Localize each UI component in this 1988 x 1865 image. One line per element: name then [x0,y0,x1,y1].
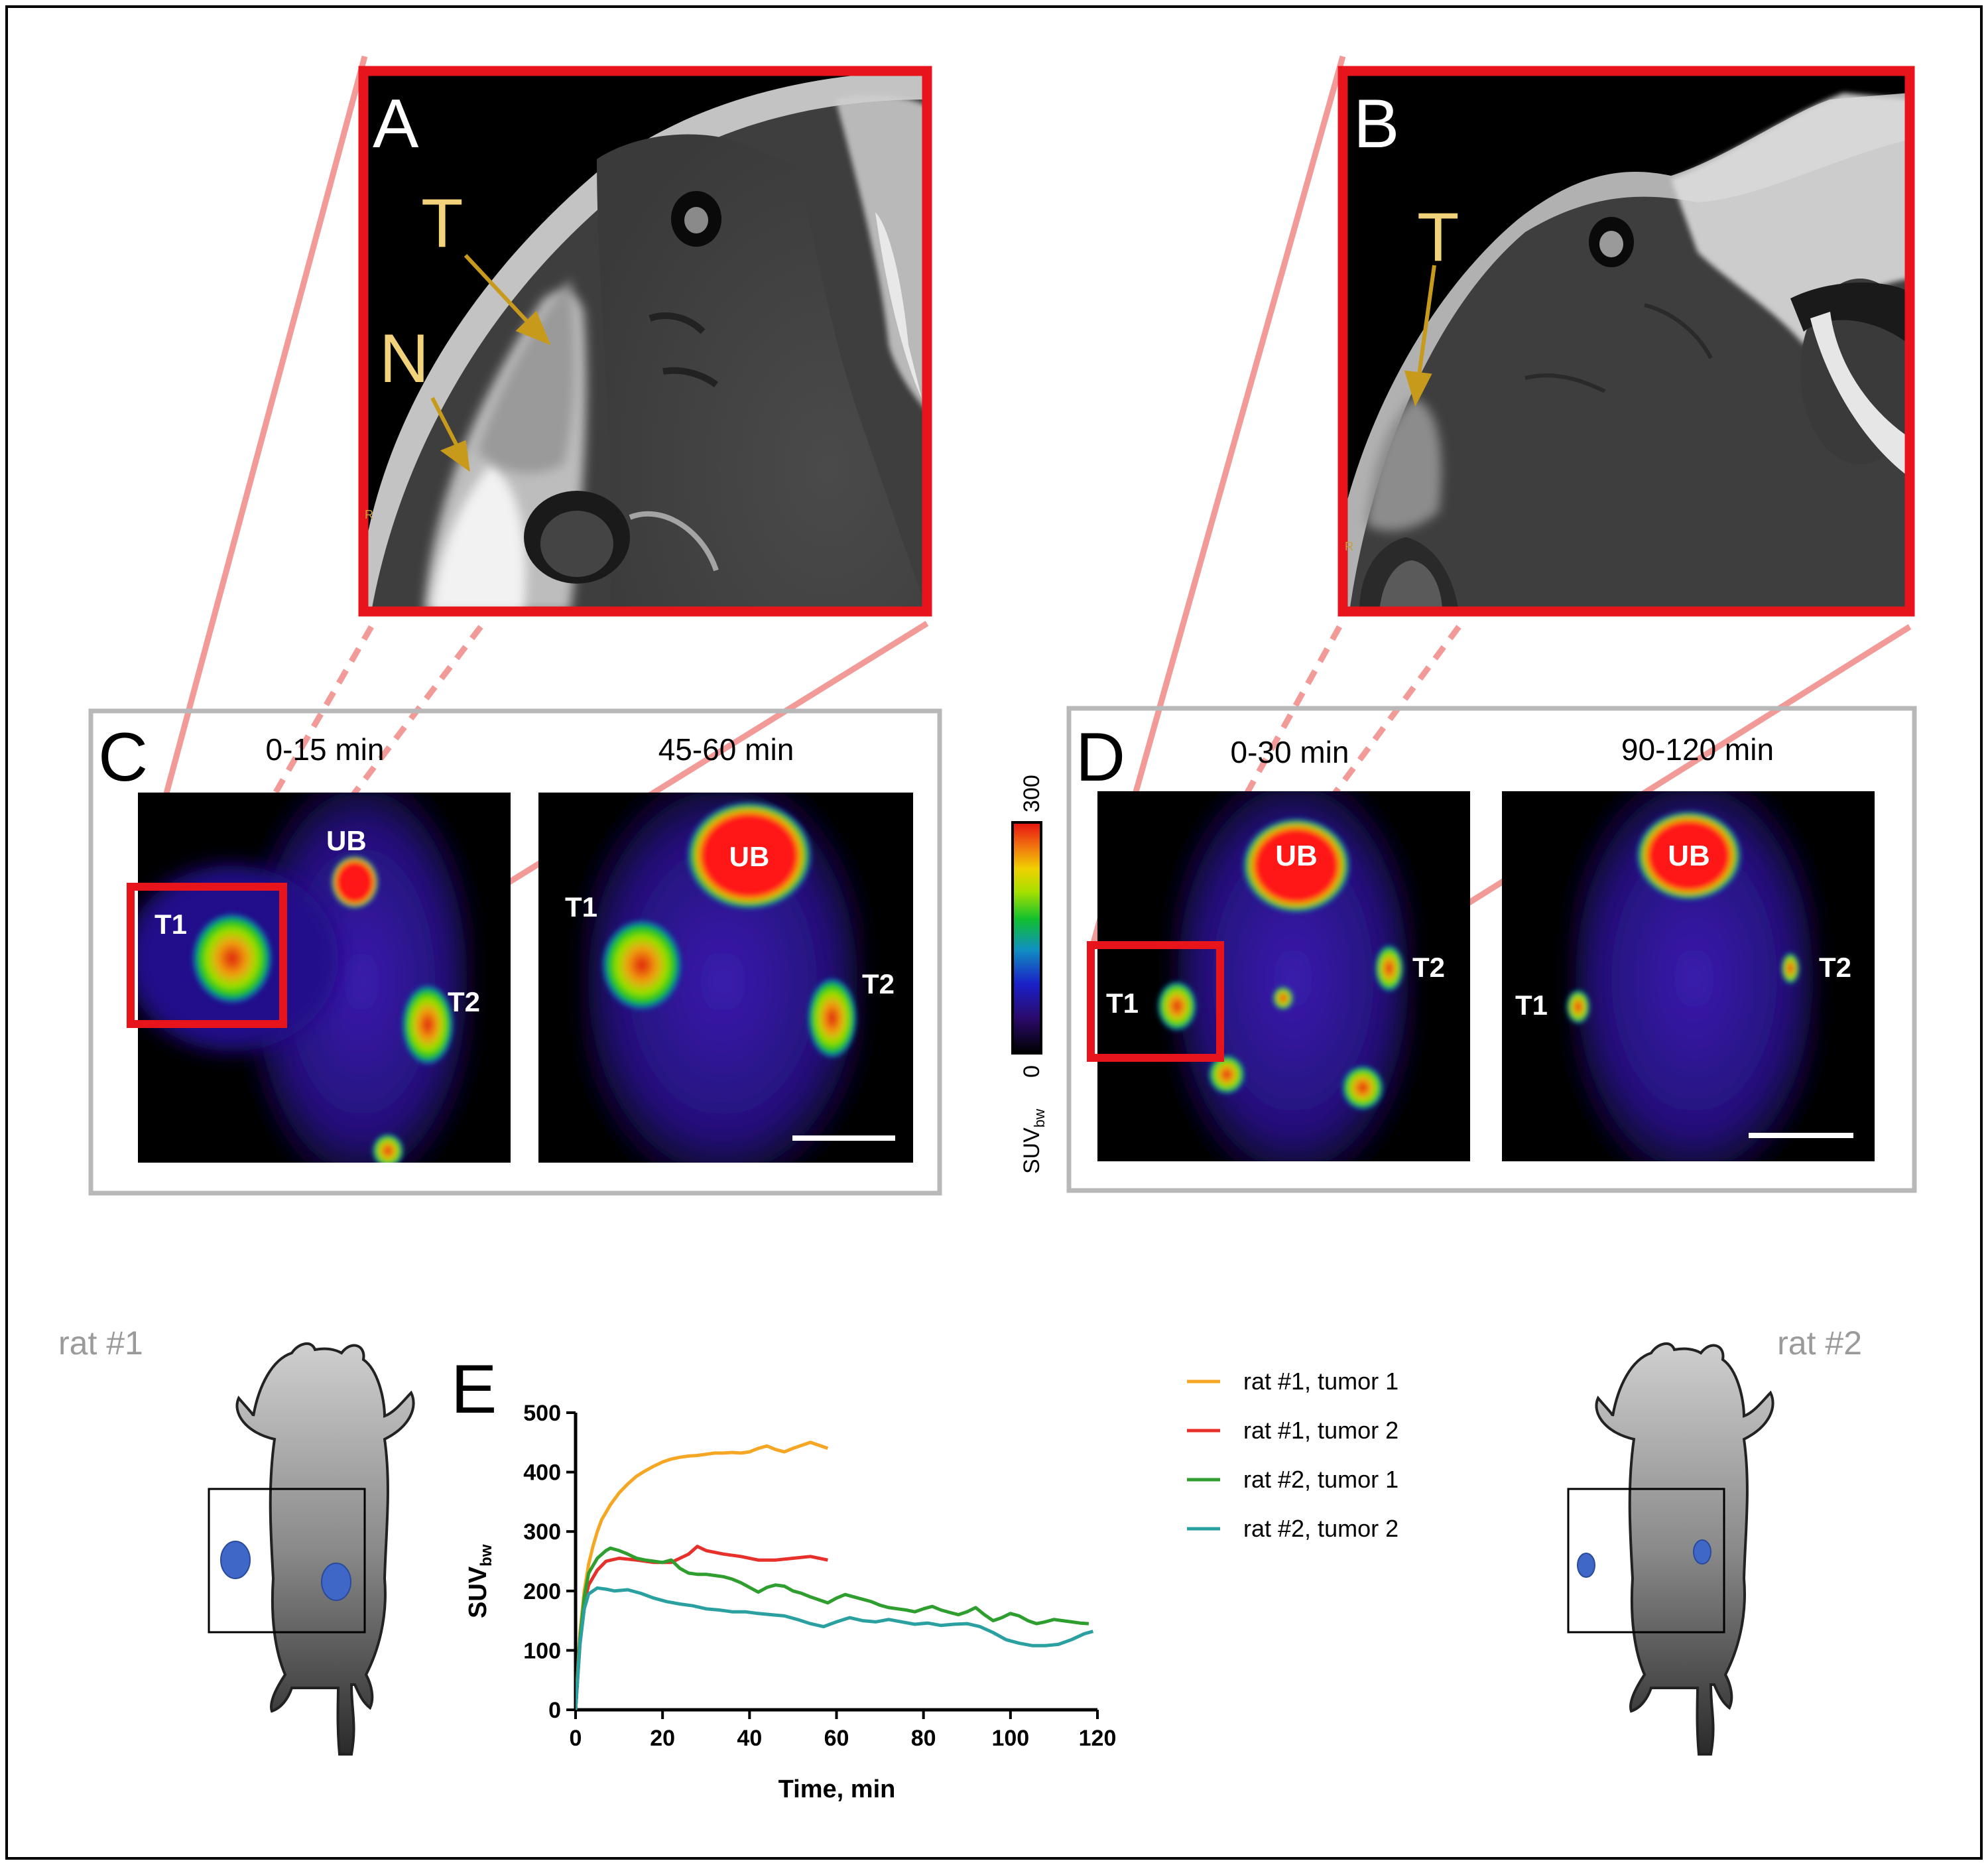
chart-legend: rat #1, tumor 1 rat #1, tumor 2 rat #2, tu… [1187,1368,1398,1542]
colorbar-gradient [1011,821,1042,1055]
chart-series-line-1 [576,1441,829,1710]
panel-d-frame2-t2-label: T2 [1819,952,1851,983]
panel-a-arrow-t-head [515,310,551,346]
panel-d-frame1-time: 0-30 min [1231,735,1349,769]
chart-x-tick-label: 100 [991,1726,1029,1751]
connector-a-left [139,55,368,883]
panel-c-roi-box [127,883,287,1028]
rat-1-label: rat #1 [58,1324,143,1362]
panel-a-necrosis-label: N [379,320,429,397]
panel-d-frame1-ub-label: UB [1275,840,1318,872]
chart-y-tick-label: 0 [548,1698,561,1723]
rat-1-fov-box [208,1488,366,1634]
chart-x-tick-label: 20 [650,1726,675,1751]
panel-b-letter: B [1353,86,1399,162]
panel-d-border [1066,706,1917,1193]
chart-y-tick-label: 300 [523,1519,561,1545]
connector-a-dashed-2 [279,625,483,891]
chart-axes: 0 20 40 60 80 100 120 0 100 200 300 400 500 [523,1401,1116,1751]
panel-c-frame2-t2-label: T2 [862,968,895,999]
chart-y-tick-label: 200 [523,1579,561,1604]
rat-1-illustration [208,1342,415,1756]
panel-c-border [88,708,942,1196]
panel-c-frame2-t1-label: T1 [565,891,597,923]
chart-y-tick-label: 400 [523,1460,561,1486]
panel-c-frame2-ub-label: UB [729,841,770,872]
panel-d-frame2-time: 90-120 min [1621,732,1774,767]
panel-c-frame1-time: 0-15 min [266,732,385,767]
chart-x-tick-label: 120 [1079,1726,1117,1751]
chart-x-tick-label: 0 [570,1726,582,1751]
legend-label-3: rat #2, tumor 1 [1243,1466,1398,1493]
panel-c-frame1-t2-label: T2 [448,986,480,1017]
rat-2-illustration [1567,1342,1774,1756]
panel-c-frame2-image: UB T1 T2 [538,793,913,1163]
rat-2-label: rat #2 [1777,1324,1862,1362]
chart-x-tick-label: 40 [737,1726,762,1751]
panel-d-pet: D 0-30 min 90-120 min UB T1 T2 [1066,706,1917,1193]
panel-a-red-frame [358,66,932,617]
panel-c-frame1-image: UB T1 T2 [127,793,511,1163]
panel-c-frame2-time: 45-60 min [658,732,794,767]
rat-1-body [235,1342,415,1756]
chart-x-tick-label: 80 [911,1726,936,1751]
panel-b-mri: B T R [1337,66,1915,617]
chart-y-tick-label: 500 [523,1401,561,1426]
panel-b-orientation-label: R [1345,540,1353,553]
rat-2-body [1595,1342,1774,1756]
chart-series-line-2 [576,1545,828,1710]
colorbar: 300 0 SUVbw [1011,775,1048,1174]
rat-2-fov-box [1567,1488,1725,1634]
panel-d-frame1-image: UB T1 T2 [1087,791,1470,1161]
chart-x-axis-label: Time, min [778,1775,896,1803]
legend-label-4: rat #2, tumor 2 [1243,1515,1398,1542]
panel-a-tumor-label: T [421,185,464,262]
panel-a-arrows [430,253,551,472]
chart-x-tick-label: 60 [824,1726,849,1751]
panel-a-mri: A T N R [358,66,932,617]
rat-2-tumor-right [1693,1539,1711,1565]
chart-y-axis-label: SUVbw [464,1544,495,1618]
panel-a-letter: A [373,86,419,162]
rat-1-tumor-left [220,1541,251,1579]
panel-b-arrow [1404,265,1436,407]
chart-series-line-4 [576,1586,1094,1710]
panel-d-frame1-t2-label: T2 [1412,952,1445,983]
panel-d-roi-box [1087,941,1224,1062]
colorbar-max-label: 300 [1019,775,1044,812]
rat-1-tumor-right [321,1563,351,1601]
panel-c-letter: C [98,719,148,796]
panel-a-arrow-n-head [440,440,470,472]
panel-e-chart: E 0 20 40 60 80 100 120 0 100 200 300 400 500 Time, … [451,1351,1398,1803]
panel-b-tumor-label: T [1417,199,1460,276]
panel-d-frame2-ub-label: UB [1668,840,1710,872]
colorbar-unit-label: SUVbw [1019,1109,1048,1174]
panel-d-frame1-t1-label: T1 [1106,988,1139,1019]
panel-e-letter: E [451,1351,497,1428]
chart-y-tick-label: 100 [523,1638,561,1663]
panel-d-frame2-t1-label: T1 [1515,990,1548,1021]
panel-c-pet: C 0-15 min 45-60 min UB T1 T2 [88,708,942,1196]
panel-c-frame1-t1-label: T1 [155,909,187,940]
panel-c-frame1-ub-label: UB [326,825,367,856]
panel-b-red-frame [1337,66,1915,617]
panel-a-orientation-label: R [365,508,373,521]
chart-series-layer [576,1441,1094,1710]
panel-b-arrow-head [1404,370,1432,407]
rat-2-tumor-left [1577,1553,1595,1578]
legend-label-2: rat #1, tumor 2 [1243,1417,1398,1444]
chart-series-line-3 [576,1546,1089,1710]
panel-d-frame2-image: UB T1 T2 [1502,791,1875,1161]
panel-d-letter: D [1076,719,1125,796]
colorbar-min-label: 0 [1019,1065,1044,1078]
legend-label-1: rat #1, tumor 1 [1243,1368,1398,1395]
